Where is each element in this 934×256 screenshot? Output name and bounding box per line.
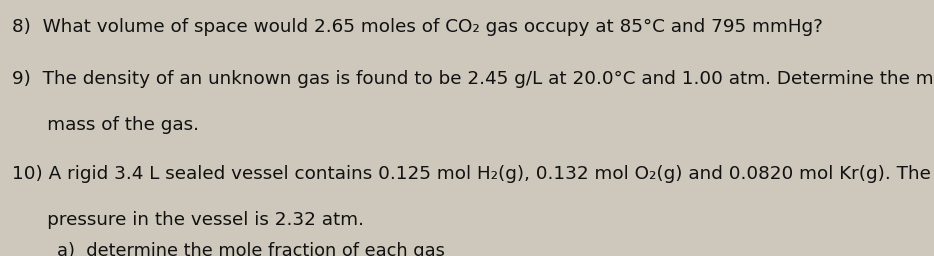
Text: mass of the gas.: mass of the gas. xyxy=(12,116,199,134)
Text: 9)  The density of an unknown gas is found to be 2.45 g/L at 20.0°C and 1.00 atm: 9) The density of an unknown gas is foun… xyxy=(12,70,934,88)
Text: 10) A rigid 3.4 L sealed vessel contains 0.125 mol H₂(g), 0.132 mol O₂(g) and 0.: 10) A rigid 3.4 L sealed vessel contains… xyxy=(12,165,934,183)
Text: 8)  What volume of space would 2.65 moles of CO₂ gas occupy at 85°C and 795 mmHg: 8) What volume of space would 2.65 moles… xyxy=(12,18,823,36)
Text: pressure in the vessel is 2.32 atm.: pressure in the vessel is 2.32 atm. xyxy=(12,211,364,229)
Text: a)  determine the mole fraction of each gas: a) determine the mole fraction of each g… xyxy=(12,242,445,256)
